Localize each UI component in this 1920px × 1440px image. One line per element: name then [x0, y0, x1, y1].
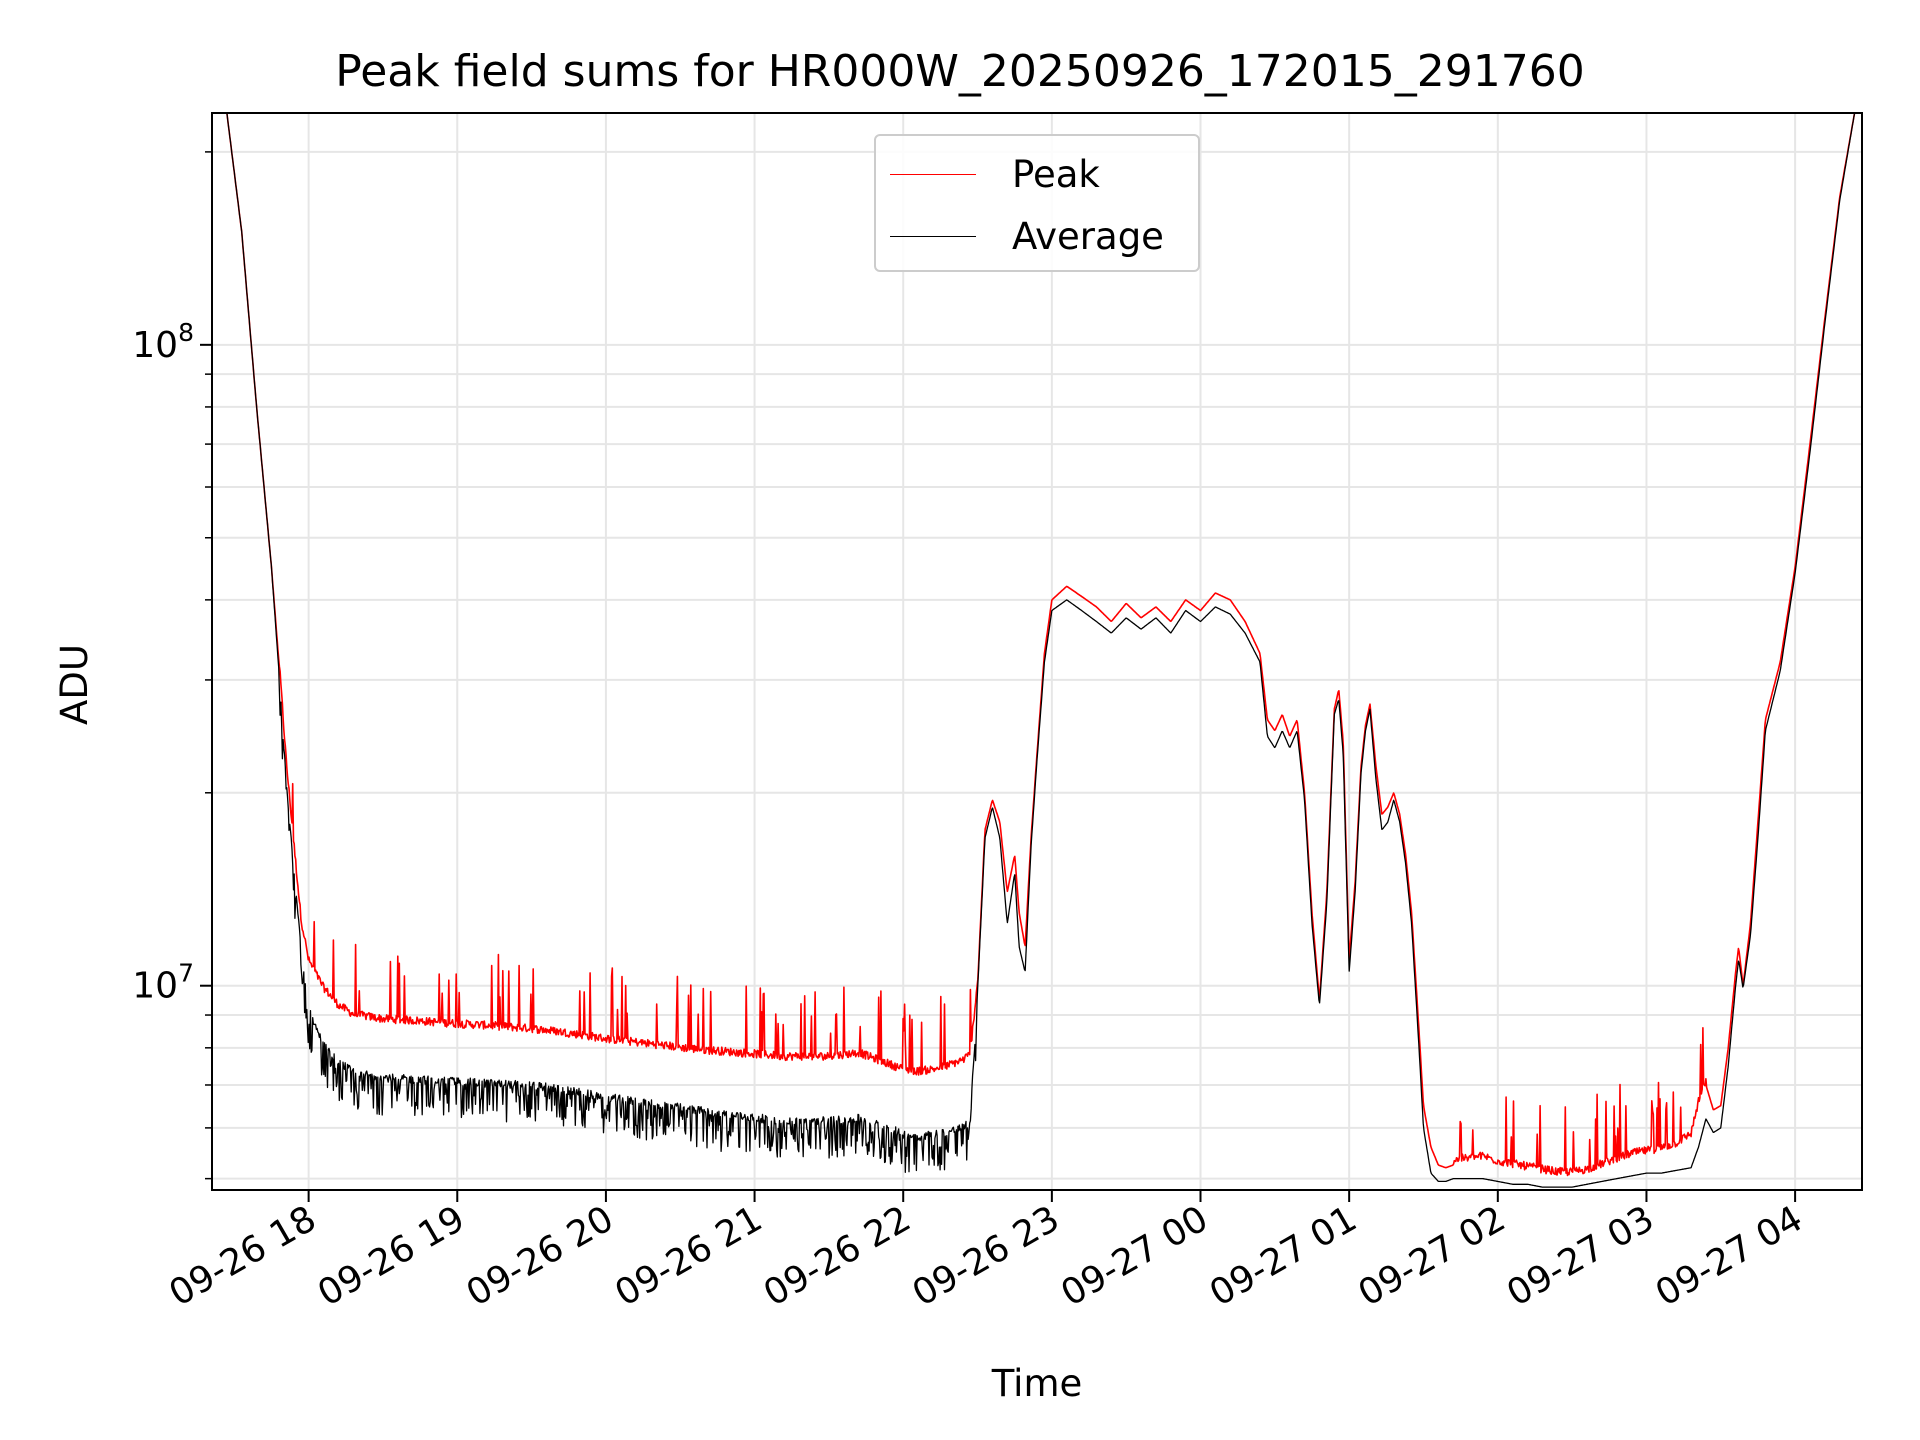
y-axis-label: ADU	[52, 643, 96, 725]
legend-item-peak: Peak	[890, 152, 1100, 196]
x-tick-label: 09-26 21	[608, 1198, 769, 1314]
x-axis-label: Time	[991, 1362, 1083, 1405]
legend-swatch-average	[890, 235, 976, 237]
x-tick-label: 09-27 01	[1203, 1198, 1364, 1314]
y-tick-label: 107	[132, 959, 194, 1007]
legend-item-average: Average	[890, 214, 1164, 258]
x-tick-label: 09-27 04	[1649, 1198, 1810, 1314]
x-tick-label: 09-26 23	[906, 1198, 1067, 1314]
grid-lines	[212, 113, 1862, 1190]
x-tick-label: 09-27 02	[1352, 1198, 1513, 1314]
x-tick-label: 09-27 00	[1054, 1198, 1215, 1314]
legend-label-peak: Peak	[1012, 152, 1100, 196]
series-average-line	[226, 113, 1856, 1188]
x-tick-label: 09-27 03	[1500, 1198, 1661, 1314]
x-tick-label: 09-26 19	[311, 1198, 472, 1314]
chart-title: Peak field sums for HR000W_20250926_1720…	[335, 46, 1585, 97]
plot-frame	[211, 112, 1863, 1191]
legend-label-average: Average	[1012, 214, 1164, 258]
x-tick-label: 09-26 18	[162, 1198, 323, 1314]
series-layer	[226, 113, 1856, 1188]
y-tick-label: 108	[132, 318, 194, 366]
legend-swatch-peak	[890, 173, 976, 175]
legend: Peak Average	[874, 134, 1200, 272]
x-tick-label: 09-26 22	[757, 1198, 918, 1314]
x-tick-label: 09-26 20	[460, 1198, 621, 1314]
series-peak-line	[226, 113, 1856, 1177]
